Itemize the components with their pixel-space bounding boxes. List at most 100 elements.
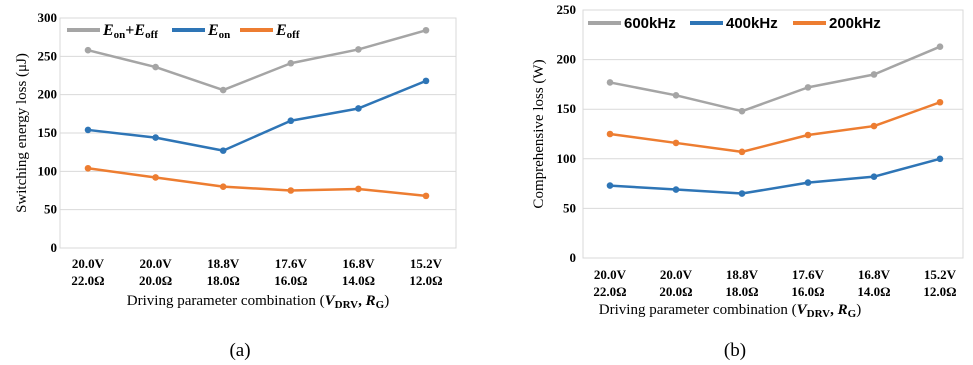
data-point-400khz [606, 182, 614, 189]
chart-panel-a: 0 50 100 150 200 250 300 20.0V 22.0Ω 20.0V 20.0Ω 1… [14, 10, 457, 361]
data-point-600khz [738, 107, 746, 115]
x-tick-label: 18.8V [726, 267, 759, 282]
x-tick-label: 16.8V [342, 256, 375, 271]
x-tick-label: 18.8V [207, 256, 240, 271]
y-tick-label: 250 [557, 2, 577, 17]
y-tick-label: 100 [557, 151, 577, 166]
data-point-200khz [738, 148, 746, 156]
y-tick-label: 200 [557, 52, 577, 67]
series-a [84, 26, 430, 200]
x-tick-labels-b: 20.0V 22.0Ω 20.0V 20.0Ω 18.8V 18.0Ω 17.6V 16.0Ω… [593, 267, 956, 299]
x-tick-label: 17.6V [275, 256, 308, 271]
data-point-600khz [606, 79, 614, 86]
series-line-eon [87, 79, 427, 152]
legend-b: 600kHz 400kHz 200kHz [588, 15, 881, 32]
y-tick-label: 250 [38, 48, 58, 63]
data-point-200khz [870, 122, 878, 130]
series-line-400khz [609, 157, 941, 195]
data-point-600khz [804, 84, 812, 91]
y-tick-label: 200 [38, 87, 58, 102]
plot-area-frame [582, 9, 964, 259]
legend-label-200khz: 200kHz [829, 15, 881, 32]
data-point-200khz [936, 98, 944, 106]
x-tick-label: 15.2V [410, 256, 443, 271]
y-tick-label: 50 [44, 202, 57, 217]
x-tick-label: 18.0Ω [207, 273, 240, 288]
x-tick-label: 17.6V [792, 267, 825, 282]
data-point-eoff [219, 183, 227, 190]
x-tick-label: 20.0V [660, 267, 693, 282]
x-tick-label: 22.0Ω [71, 273, 104, 288]
data-point-eon-eoff [422, 26, 430, 34]
data-point-200khz [606, 130, 614, 138]
y-tick-label: 100 [38, 163, 58, 178]
data-point-eon [422, 77, 430, 85]
x-tick-label: 15.2V [924, 267, 957, 282]
x-axis-title-b: Driving parameter combination (VDRV, RG) [599, 302, 861, 320]
data-point-400khz [870, 173, 878, 180]
panel-label-b: (b) [724, 340, 746, 361]
legend-label-400khz: 400kHz [726, 15, 778, 32]
data-point-eon [355, 105, 362, 112]
x-tick-label: 20.0Ω [139, 273, 172, 288]
data-point-eoff [355, 185, 362, 193]
y-tick-labels-a: 0 50 100 150 200 250 300 [38, 10, 58, 255]
x-tick-label: 20.0V [594, 267, 627, 282]
x-tick-label: 22.0Ω [593, 284, 626, 299]
legend-label-600khz: 600kHz [624, 15, 676, 32]
data-point-eon-eoff [219, 86, 227, 94]
data-point-eon [287, 117, 295, 125]
y-tick-label: 300 [38, 10, 58, 25]
y-tick-labels-b: 0 50 100 150 200 250 [557, 2, 577, 265]
x-axis-title-a: Driving parameter combination (VDRV, RG) [127, 293, 389, 311]
y-tick-label: 0 [570, 250, 577, 265]
y-tick-label: 0 [51, 240, 58, 255]
data-point-200khz [672, 139, 680, 147]
x-tick-label: 16.8V [858, 267, 891, 282]
data-point-eon-eoff [84, 46, 92, 54]
y-axis-title-b: Comprehensive loss (W) [531, 59, 547, 208]
data-point-200khz [804, 131, 812, 139]
legend-label-eon: Eon [207, 22, 230, 41]
series-line-200khz [609, 101, 941, 154]
y-tick-label: 150 [38, 125, 58, 140]
data-point-600khz [672, 92, 680, 99]
data-point-600khz [870, 71, 878, 78]
legend-label-eoff: Eoff [275, 22, 300, 41]
y-tick-label: 50 [563, 200, 576, 215]
chart-panel-b: 0 50 100 150 200 250 20.0V 22.0Ω 20.0V 20.0Ω 18.8… [531, 2, 964, 361]
x-tick-label: 16.0Ω [274, 273, 307, 288]
x-tick-label: 14.0Ω [857, 284, 890, 299]
legend-a: Eon+Eoff Eon Eoff [67, 22, 300, 41]
data-point-400khz [936, 155, 944, 163]
series-line-eoff [87, 167, 427, 198]
panel-label-a: (a) [229, 340, 250, 361]
y-tick-label: 150 [557, 101, 577, 116]
data-point-eon-eoff [287, 59, 295, 67]
x-tick-label: 20.0V [140, 256, 173, 271]
x-tick-label: 18.0Ω [725, 284, 758, 299]
data-point-eoff [84, 164, 92, 172]
data-point-eon [84, 126, 92, 134]
data-point-eoff [152, 174, 159, 181]
data-point-eoff [422, 192, 430, 200]
data-point-eon-eoff [152, 63, 159, 71]
y-axis-title-a: Switching energy loss (μJ) [14, 53, 30, 213]
data-point-eon [152, 134, 159, 141]
series-line-eon-eoff [87, 29, 427, 92]
series-b [606, 43, 944, 197]
data-point-400khz [804, 179, 812, 186]
data-point-eoff [287, 187, 295, 194]
x-tick-label: 16.0Ω [791, 284, 824, 299]
series-line-600khz [609, 45, 941, 113]
legend-label-eon-eoff: Eon+Eoff [102, 22, 158, 41]
data-point-eon-eoff [355, 46, 362, 53]
x-tick-label: 12.0Ω [923, 284, 956, 299]
grid-b [583, 9, 963, 259]
x-tick-label: 12.0Ω [409, 273, 442, 288]
data-point-400khz [672, 186, 680, 193]
data-point-600khz [936, 43, 944, 51]
data-point-400khz [738, 190, 746, 197]
x-tick-labels-a: 20.0V 22.0Ω 20.0V 20.0Ω 18.8V 18.0Ω 17.6V 16.0Ω… [71, 256, 442, 288]
